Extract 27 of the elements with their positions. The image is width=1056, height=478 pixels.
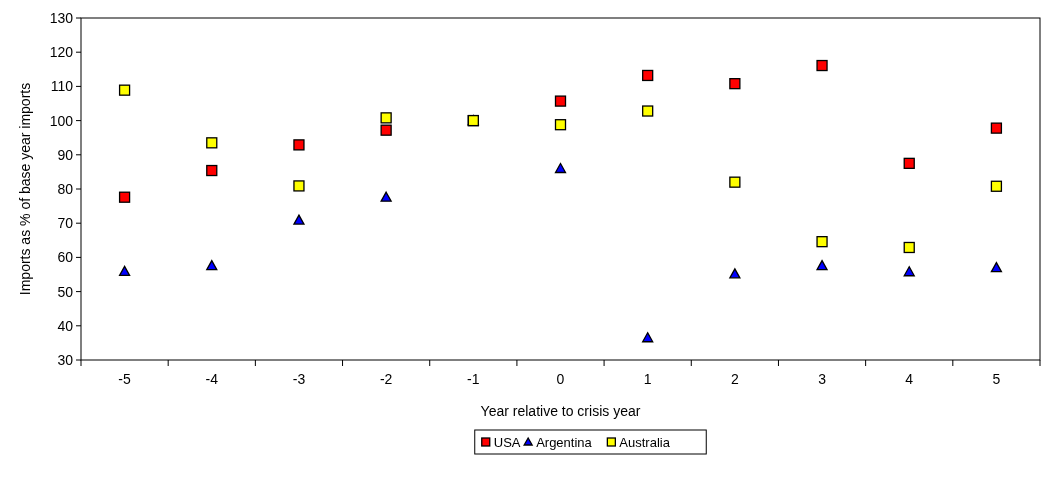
y-tick-label: 70 [57,215,74,232]
y-tick-label: 60 [57,249,74,266]
x-tick-label: -3 [292,371,306,387]
x-tick-label: -5 [118,371,132,387]
legend-label: USA [493,434,521,450]
x-tick-label: 0 [556,371,565,387]
y-tick-label: 120 [49,44,74,61]
x-axis-title: Year relative to crisis year [480,403,641,419]
x-tick-label: -4 [205,371,219,387]
y-tick-label: 50 [57,283,74,300]
y-tick-label: 40 [57,317,74,334]
x-tick-label: 2 [730,371,739,387]
legend-label: Australia [619,434,671,450]
x-tick-label: 3 [818,371,827,387]
x-tick-label: 1 [643,371,652,387]
y-tick-label: 110 [50,78,74,95]
y-axis-title: Imports as % of base year imports [17,82,33,296]
y-tick-label: 130 [49,9,74,26]
legend-label: Argentina [536,434,593,450]
y-tick-label: 30 [57,351,74,368]
x-tick-label: 5 [992,371,1001,387]
x-tick-label: 4 [905,371,914,387]
x-tick-label: -1 [467,371,480,387]
x-tick-label: -2 [379,371,393,387]
y-tick-label: 90 [57,146,74,163]
y-tick-label: 80 [57,180,74,197]
y-tick-label: 100 [49,112,74,129]
